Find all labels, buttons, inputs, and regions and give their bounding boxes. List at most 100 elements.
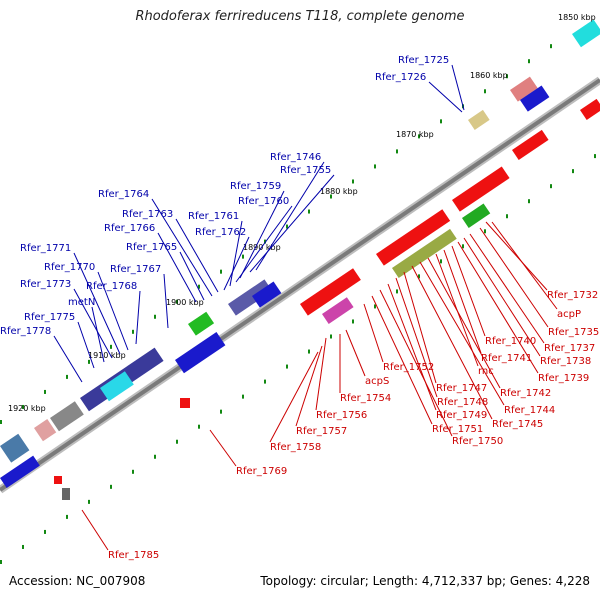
gene-leader-line	[371, 295, 433, 425]
guide-dot	[550, 44, 552, 49]
guide-dot	[286, 364, 288, 369]
gene-leader-line	[485, 221, 548, 291]
guide-dot	[550, 184, 552, 189]
gene-label: Rfer_1755	[280, 165, 331, 176]
gene-label: Rfer_1770	[44, 262, 95, 273]
guide-dot	[220, 409, 222, 414]
tick-label: 1880 kbp	[320, 187, 358, 196]
guide-dot	[484, 89, 486, 94]
gene-leader-line	[315, 337, 327, 411]
feature-block	[0, 455, 40, 488]
gene-label: Rfer_1748	[437, 397, 488, 408]
gene-label: Rfer_1769	[236, 466, 287, 477]
gene-label: acpP	[557, 309, 581, 320]
guide-dot	[242, 394, 244, 399]
guide-dot	[154, 314, 156, 319]
guide-dot	[352, 179, 354, 184]
gene-label: Rfer_1756	[316, 410, 367, 421]
gene-label: Rfer_1747	[436, 383, 487, 394]
guide-dot	[198, 284, 200, 289]
gene-label: Rfer_1757	[296, 426, 347, 437]
gene-leader-line	[387, 283, 437, 411]
gene-leader-line	[419, 261, 505, 406]
guide-dot	[528, 199, 530, 204]
gene-label: Rfer_1778	[0, 326, 51, 337]
guide-dot	[330, 194, 332, 199]
guide-dot	[132, 329, 134, 334]
gene-leader-line	[469, 233, 545, 344]
guide-dot	[418, 274, 420, 279]
guide-dot	[22, 404, 24, 409]
gene-leader-line	[97, 271, 129, 351]
gene-label: Rfer_1750	[452, 436, 503, 447]
gene-leader-line	[491, 221, 558, 310]
guide-dot	[154, 454, 156, 459]
gene-label: Rfer_1766	[104, 223, 155, 234]
gene-label: Rfer_1771	[20, 243, 71, 254]
gene-leader-line	[451, 64, 465, 111]
guide-dot	[132, 469, 134, 474]
guide-dots	[0, 44, 596, 564]
reverse-gene-labels: Rfer_1732 acpP Rfer_1735 Rfer_1737 Rfer_1738…	[81, 221, 599, 561]
gene-label: Rfer_1785	[108, 550, 159, 561]
guide-dot	[220, 269, 222, 274]
guide-dot	[462, 244, 464, 249]
feature-block	[62, 488, 70, 500]
tick-label: 1900 kbp	[166, 298, 204, 307]
gene-label: Rfer_1744	[504, 405, 555, 416]
gene-label: Rfer_1752	[383, 362, 434, 373]
gene-label: Rfer_1754	[340, 393, 391, 404]
gene-label: Rfer_1725	[398, 55, 449, 66]
guide-dot	[418, 134, 420, 139]
gene-label: Rfer_1764	[98, 189, 149, 200]
gene-leader-line	[379, 289, 453, 437]
guide-dot	[110, 344, 112, 349]
gene-label: Rfer_1726	[375, 72, 426, 83]
feature-block	[452, 166, 510, 212]
forward-strand-features	[0, 19, 600, 463]
feature-block	[572, 19, 600, 48]
guide-dot	[242, 254, 244, 259]
guide-dot	[264, 379, 266, 384]
feature-block	[322, 297, 354, 324]
tick-label: 1910 kbp	[88, 351, 126, 360]
gene-label: Rfer_1767	[110, 264, 161, 275]
guide-dot	[374, 304, 376, 309]
gene-leader-line	[53, 335, 83, 383]
gene-leader-line	[209, 429, 237, 467]
guide-dot	[374, 164, 376, 169]
feature-block	[180, 398, 190, 408]
guide-dot	[286, 224, 288, 229]
feature-block	[580, 98, 600, 120]
feature-block	[50, 401, 84, 432]
gene-leader-line	[223, 236, 250, 291]
guide-dot	[330, 334, 332, 339]
gene-leader-line	[428, 81, 463, 113]
guide-dot	[594, 154, 596, 159]
feature-block	[468, 109, 490, 130]
gene-leader-line	[91, 306, 105, 363]
gene-leader-line	[451, 245, 486, 337]
forward-gene-labels: Rfer_1725 Rfer_1726 Rfer_1746 Rfer_1755 Rfer…	[0, 55, 465, 383]
guide-dot	[528, 59, 530, 64]
guide-dot	[66, 374, 68, 379]
gene-label: Rfer_1765	[126, 242, 177, 253]
gene-leader-line	[151, 198, 213, 297]
feature-block	[228, 279, 273, 316]
gene-label: Rfer_1759	[230, 181, 281, 192]
tick-label: 1870 kbp	[396, 130, 434, 139]
gene-leader-line	[345, 329, 366, 377]
gene-label: Rfer_1760	[238, 196, 289, 207]
gene-leader-line	[249, 174, 335, 273]
guide-dot	[44, 529, 46, 534]
gene-leader-line	[295, 345, 323, 427]
tick-label: 1860 kbp	[470, 71, 508, 80]
gene-leader-line	[463, 237, 541, 357]
gene-leader-line	[479, 227, 549, 328]
feature-block	[376, 209, 451, 266]
genome-backbone-core	[0, 78, 600, 492]
gene-label: acpS	[365, 376, 389, 387]
gene-label: Rfer_1742	[500, 388, 551, 399]
